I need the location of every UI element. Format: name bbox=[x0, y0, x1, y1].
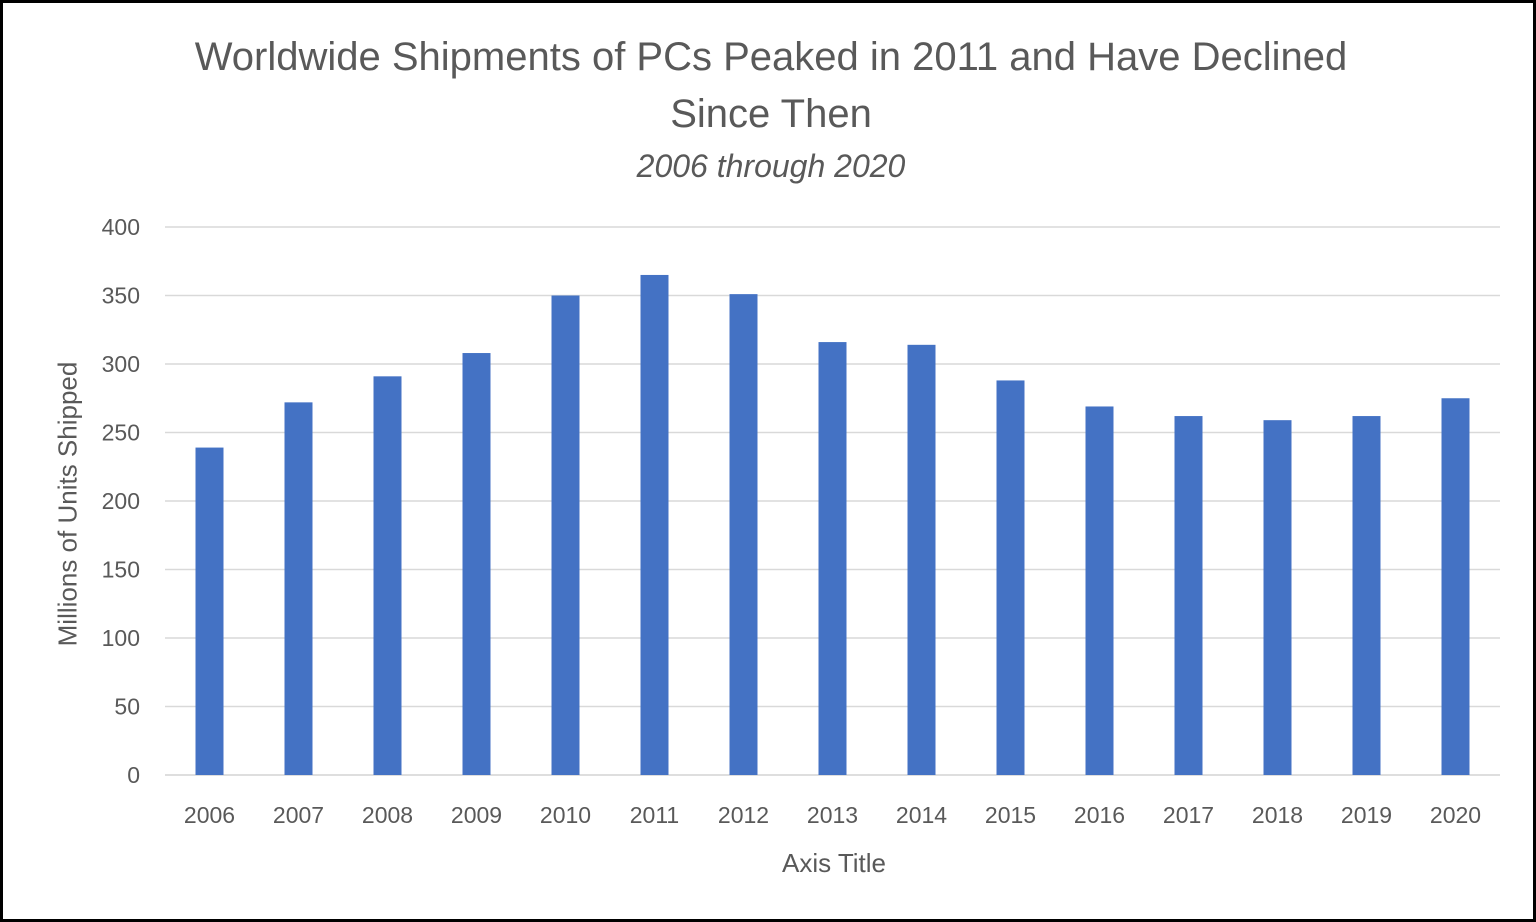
x-tick-label: 2020 bbox=[1430, 802, 1481, 828]
x-tick-label: 2013 bbox=[807, 802, 858, 828]
x-tick-label: 2009 bbox=[451, 802, 502, 828]
bar-2020 bbox=[1441, 398, 1470, 775]
bar-2012 bbox=[729, 294, 758, 775]
x-tick-label: 2019 bbox=[1341, 802, 1392, 828]
x-tick-label: 2017 bbox=[1163, 802, 1214, 828]
x-tick-labels: 2006 2007 2008 2009 2010 2011 2012 2013 2014 2015… bbox=[184, 802, 1481, 828]
y-tick-label: 0 bbox=[127, 762, 140, 788]
bar-2008 bbox=[373, 376, 402, 775]
bar-2017 bbox=[1174, 416, 1203, 775]
bar-2014 bbox=[907, 344, 936, 775]
bar-2018 bbox=[1263, 420, 1292, 775]
bars bbox=[195, 274, 1470, 775]
chart-subtitle: 2006 through 2020 bbox=[636, 148, 906, 184]
y-tick-label: 150 bbox=[102, 557, 140, 583]
x-tick-label: 2007 bbox=[273, 802, 324, 828]
bar-2006 bbox=[195, 447, 224, 775]
x-tick-label: 2015 bbox=[985, 802, 1036, 828]
x-tick-label: 2011 bbox=[630, 802, 679, 828]
y-tick-label: 250 bbox=[102, 420, 140, 446]
bar-2019 bbox=[1352, 416, 1381, 775]
x-tick-label: 2016 bbox=[1074, 802, 1125, 828]
bar-2007 bbox=[284, 402, 313, 775]
bar-2011 bbox=[640, 274, 669, 775]
x-tick-label: 2008 bbox=[362, 802, 413, 828]
x-tick-label: 2014 bbox=[896, 802, 947, 828]
bar-2009 bbox=[462, 353, 491, 775]
y-tick-label: 50 bbox=[114, 694, 140, 720]
x-tick-label: 2006 bbox=[184, 802, 235, 828]
y-tick-label: 300 bbox=[102, 351, 140, 377]
y-tick-label: 350 bbox=[102, 283, 140, 309]
y-tick-label: 200 bbox=[102, 488, 140, 514]
x-tick-label: 2012 bbox=[718, 802, 769, 828]
y-tick-labels: 0 50 100 150 200 250 300 350 400 bbox=[102, 214, 140, 788]
y-tick-label: 400 bbox=[102, 214, 140, 240]
x-tick-label: 2010 bbox=[540, 802, 591, 828]
x-axis-title: Axis Title bbox=[781, 848, 887, 878]
bar-2016 bbox=[1085, 406, 1114, 775]
y-tick-label: 100 bbox=[102, 625, 140, 651]
chart-title-line-1: Worldwide Shipments of PCs Peaked in 201… bbox=[194, 35, 1348, 79]
bar-2010 bbox=[551, 295, 580, 775]
bar-2013 bbox=[818, 342, 847, 775]
x-tick-label: 2018 bbox=[1252, 802, 1303, 828]
chart-title-line-2: Since Then bbox=[670, 92, 872, 136]
bar-2015 bbox=[996, 380, 1025, 775]
